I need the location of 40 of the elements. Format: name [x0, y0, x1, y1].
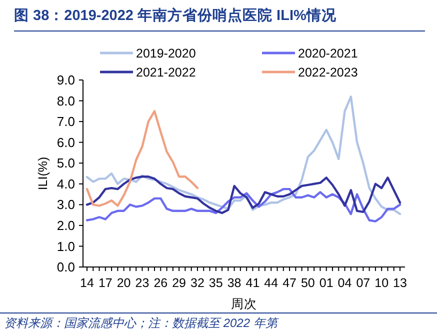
- y-tick-label: 0.0: [56, 260, 75, 275]
- line-series: [86, 188, 402, 222]
- x-tick-label: 29: [172, 276, 186, 290]
- line-series: [86, 176, 402, 214]
- y-tick-label: 2.0: [56, 218, 75, 233]
- line-series: [86, 110, 199, 207]
- x-axis-title: 周次: [231, 297, 257, 311]
- x-tick-label: 17: [98, 276, 112, 290]
- y-tick-label: 3.0: [56, 197, 75, 212]
- x-tick-label: 04: [338, 276, 352, 290]
- y-tick-label: 1.0: [56, 238, 75, 254]
- x-tick-label: 23: [135, 276, 150, 290]
- legend-label: 2021-2022: [136, 66, 196, 80]
- line-series: [86, 96, 402, 216]
- legend-label: 2020-2021: [298, 46, 358, 60]
- text: 资料来源：国家流感中心；注：数据截至 2022 年第: [4, 316, 280, 330]
- x-tick-label: 38: [227, 276, 242, 290]
- y-tick-label: 5.0: [56, 156, 75, 171]
- y-tick-label: 7.0: [56, 114, 75, 130]
- y-tick-label: 8.0: [56, 93, 75, 108]
- y-tick-label: 6.0: [56, 134, 75, 150]
- x-tick-label: 14: [80, 276, 94, 290]
- legend-label: 2022-2023: [298, 66, 358, 80]
- legend-label: 2019-2020: [136, 46, 196, 60]
- x-tick-label: 41: [246, 276, 260, 290]
- x-tick-label: 01: [319, 276, 334, 290]
- y-tick-label: 4.0: [56, 176, 75, 192]
- x-tick-label: 10: [374, 276, 389, 290]
- x-tick-label: 13: [393, 276, 407, 290]
- x-tick-label: 20: [116, 276, 131, 290]
- y-tick-label: 9.0: [56, 72, 75, 88]
- x-tick-label: 07: [356, 276, 370, 290]
- x-tick-label: 32: [190, 276, 204, 290]
- chart-title: 图 38：2019-2022 年南方省份哨点医院 ILI%情况: [14, 6, 338, 24]
- x-tick-label: 44: [264, 276, 278, 290]
- x-tick-label: 35: [208, 276, 223, 290]
- x-tick-label: 50: [300, 276, 315, 290]
- y-axis-title: ILI(%): [36, 156, 50, 190]
- x-tick-label: 26: [154, 276, 168, 290]
- x-tick-label: 47: [282, 276, 297, 290]
